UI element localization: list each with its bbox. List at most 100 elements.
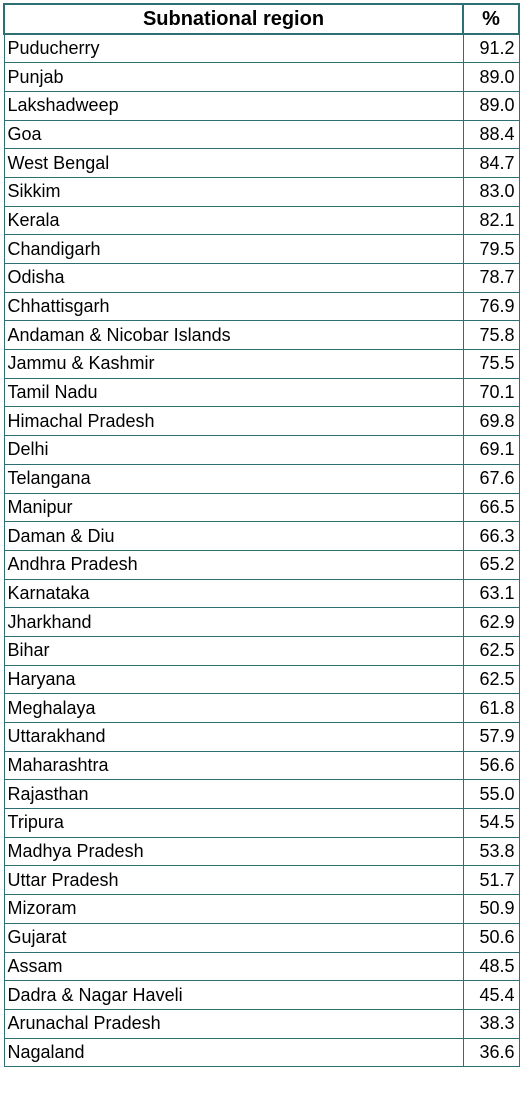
region-cell: Daman & Diu (3, 521, 464, 551)
table-row: Dadra & Nagar Haveli 45.4 (3, 980, 520, 1010)
region-cell: Jammu & Kashmir (3, 349, 464, 379)
region-cell: Haryana (3, 664, 464, 695)
table-row: Lakshadweep 89.0 (3, 90, 520, 121)
header-row: Subnational region % (3, 3, 520, 35)
table-row: West Bengal 84.7 (3, 148, 520, 178)
percent-cell: 89.0 (462, 90, 520, 121)
table-row: Tripura 54.5 (3, 808, 520, 838)
table-row: Telangana 67.6 (3, 463, 520, 494)
table-row: Mizoram 50.9 (3, 894, 520, 924)
percent-cell: 36.6 (462, 1037, 520, 1068)
percent-cell: 82.1 (462, 205, 520, 236)
table-row: Gujarat 50.6 (3, 922, 520, 953)
region-cell: Arunachal Pradesh (3, 1008, 464, 1039)
percent-cell: 53.8 (462, 836, 520, 867)
table-row: Andaman & Nicobar Islands 75.8 (3, 320, 520, 351)
table-header: Subnational region % (3, 3, 520, 35)
region-cell: Bihar (3, 635, 464, 666)
column-header-percent: % (462, 3, 520, 35)
percent-cell: 66.3 (462, 521, 520, 551)
region-cell: Andaman & Nicobar Islands (3, 320, 464, 351)
percent-cell: 75.8 (462, 320, 520, 351)
region-cell: Tripura (3, 808, 464, 838)
table-row: Assam 48.5 (3, 951, 520, 982)
percent-cell: 48.5 (462, 951, 520, 982)
column-header-region: Subnational region (3, 3, 464, 35)
table-row: Karnataka 63.1 (3, 578, 520, 609)
region-cell: Tamil Nadu (3, 377, 464, 408)
table-row: Punjab 89.0 (3, 62, 520, 92)
percent-cell: 55.0 (462, 779, 520, 810)
region-cell: Jharkhand (3, 607, 464, 637)
percent-cell: 69.8 (462, 406, 520, 437)
region-cell: Kerala (3, 205, 464, 236)
table-row: Puducherry 91.2 (3, 33, 520, 64)
percent-cell: 88.4 (462, 119, 520, 150)
region-cell: Uttar Pradesh (3, 865, 464, 896)
table-row: Bihar 62.5 (3, 635, 520, 666)
table-row: Andhra Pradesh 65.2 (3, 549, 520, 580)
percent-cell: 45.4 (462, 980, 520, 1010)
table-row: Madhya Pradesh 53.8 (3, 836, 520, 867)
table-row: Meghalaya 61.8 (3, 693, 520, 723)
region-cell: Delhi (3, 435, 464, 465)
region-cell: Gujarat (3, 922, 464, 953)
region-cell: Meghalaya (3, 693, 464, 723)
region-cell: Telangana (3, 463, 464, 494)
table-row: Delhi 69.1 (3, 435, 520, 465)
percent-cell: 63.1 (462, 578, 520, 609)
table-row: Himachal Pradesh 69.8 (3, 406, 520, 437)
region-cell: Uttarakhand (3, 722, 464, 752)
percent-cell: 76.9 (462, 291, 520, 322)
percent-cell: 69.1 (462, 435, 520, 465)
percent-cell: 54.5 (462, 808, 520, 838)
region-cell: Karnataka (3, 578, 464, 609)
percent-cell: 75.5 (462, 349, 520, 379)
region-cell: Chhattisgarh (3, 291, 464, 322)
table-row: Chhattisgarh 76.9 (3, 291, 520, 322)
percent-cell: 89.0 (462, 62, 520, 92)
percent-cell: 70.1 (462, 377, 520, 408)
percent-cell: 62.5 (462, 664, 520, 695)
table-container: Subnational region % Puducherry 91.2 Punja… (3, 3, 520, 1068)
percent-cell: 61.8 (462, 693, 520, 723)
table-row: Uttarakhand 57.9 (3, 722, 520, 752)
table-row: Arunachal Pradesh 38.3 (3, 1008, 520, 1039)
table-row: Rajasthan 55.0 (3, 779, 520, 810)
region-cell: Manipur (3, 492, 464, 523)
table-body: Puducherry 91.2 Punjab 89.0 Lakshadweep 89.0 G… (3, 33, 520, 1068)
table-row: Sikkim 83.0 (3, 176, 520, 207)
percent-cell: 62.9 (462, 607, 520, 637)
region-cell: Dadra & Nagar Haveli (3, 980, 464, 1010)
percent-cell: 56.6 (462, 750, 520, 781)
region-cell: Nagaland (3, 1037, 464, 1068)
percent-cell: 79.5 (462, 234, 520, 264)
region-cell: Sikkim (3, 176, 464, 207)
percent-cell: 65.2 (462, 549, 520, 580)
percent-cell: 50.9 (462, 894, 520, 924)
region-cell: Lakshadweep (3, 90, 464, 121)
table-row: Goa 88.4 (3, 119, 520, 150)
region-cell: Andhra Pradesh (3, 549, 464, 580)
percent-cell: 66.5 (462, 492, 520, 523)
region-cell: Mizoram (3, 894, 464, 924)
table-row: Chandigarh 79.5 (3, 234, 520, 264)
table-row: Uttar Pradesh 51.7 (3, 865, 520, 896)
region-cell: Madhya Pradesh (3, 836, 464, 867)
table-row: Kerala 82.1 (3, 205, 520, 236)
region-cell: Chandigarh (3, 234, 464, 264)
table-row: Daman & Diu 66.3 (3, 521, 520, 551)
table-row: Haryana 62.5 (3, 664, 520, 695)
percent-cell: 62.5 (462, 635, 520, 666)
region-cell: Himachal Pradesh (3, 406, 464, 437)
table-row: Tamil Nadu 70.1 (3, 377, 520, 408)
table-row: Maharashtra 56.6 (3, 750, 520, 781)
percent-cell: 84.7 (462, 148, 520, 178)
table-row: Jharkhand 62.9 (3, 607, 520, 637)
table-row: Manipur 66.5 (3, 492, 520, 523)
percent-cell: 67.6 (462, 463, 520, 494)
region-cell: West Bengal (3, 148, 464, 178)
region-cell: Rajasthan (3, 779, 464, 810)
region-cell: Puducherry (3, 33, 464, 64)
percent-cell: 51.7 (462, 865, 520, 896)
